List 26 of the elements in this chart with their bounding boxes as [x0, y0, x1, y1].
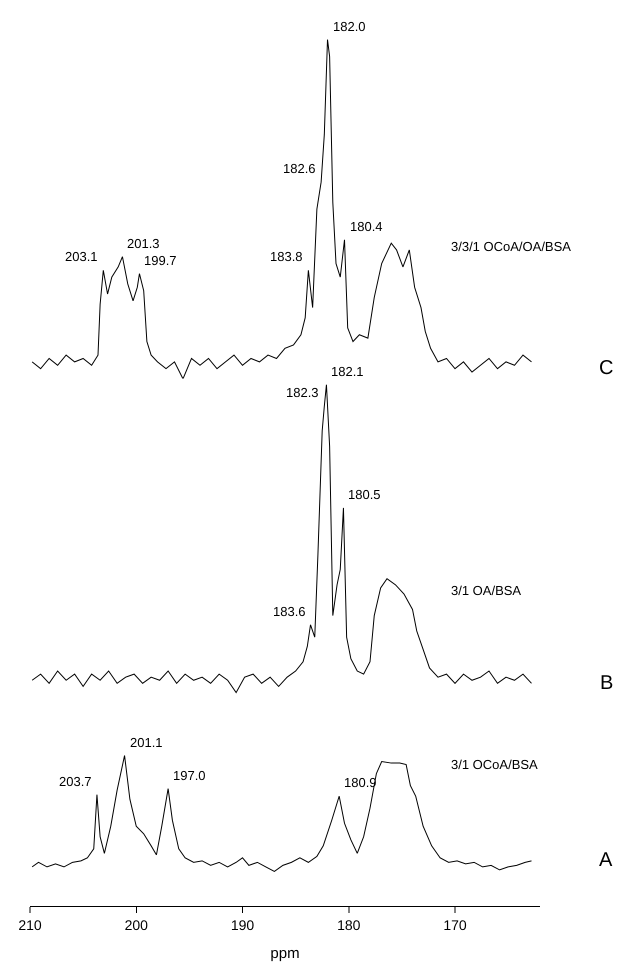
text: 3/1 OCoA/BSA [451, 757, 538, 772]
text: B [600, 672, 614, 694]
x-tick-label: 180 [337, 916, 361, 933]
x-tick-label: 170 [443, 916, 467, 933]
x-tick-label: 210 [18, 916, 42, 933]
annotation: 201.1 [130, 735, 163, 750]
text: C [599, 357, 614, 379]
annotation: 182.0 [333, 19, 366, 34]
annotation: 182.1 [331, 364, 364, 379]
annotation: 180.5 [348, 487, 381, 502]
x-tick-label: 200 [124, 916, 148, 933]
annotation: 203.1 [65, 249, 98, 264]
annotation: 182.6 [283, 161, 316, 176]
annotation: 201.3 [127, 236, 160, 251]
annotation: 183.8 [270, 249, 303, 264]
annotation: 180.4 [350, 219, 383, 234]
text: A [599, 849, 613, 871]
annotation: 199.7 [144, 253, 177, 268]
annotation: 182.3 [286, 385, 319, 400]
x-tick-label: 190 [230, 916, 254, 933]
x-axis-title: ppm [270, 944, 300, 962]
annotation: 183.6 [273, 604, 306, 619]
annotation: 197.0 [173, 768, 206, 783]
text: 3/1 OA/BSA [451, 583, 522, 598]
text: 3/3/1 OCoA/OA/BSA [451, 239, 572, 254]
annotation: 203.7 [59, 774, 92, 789]
